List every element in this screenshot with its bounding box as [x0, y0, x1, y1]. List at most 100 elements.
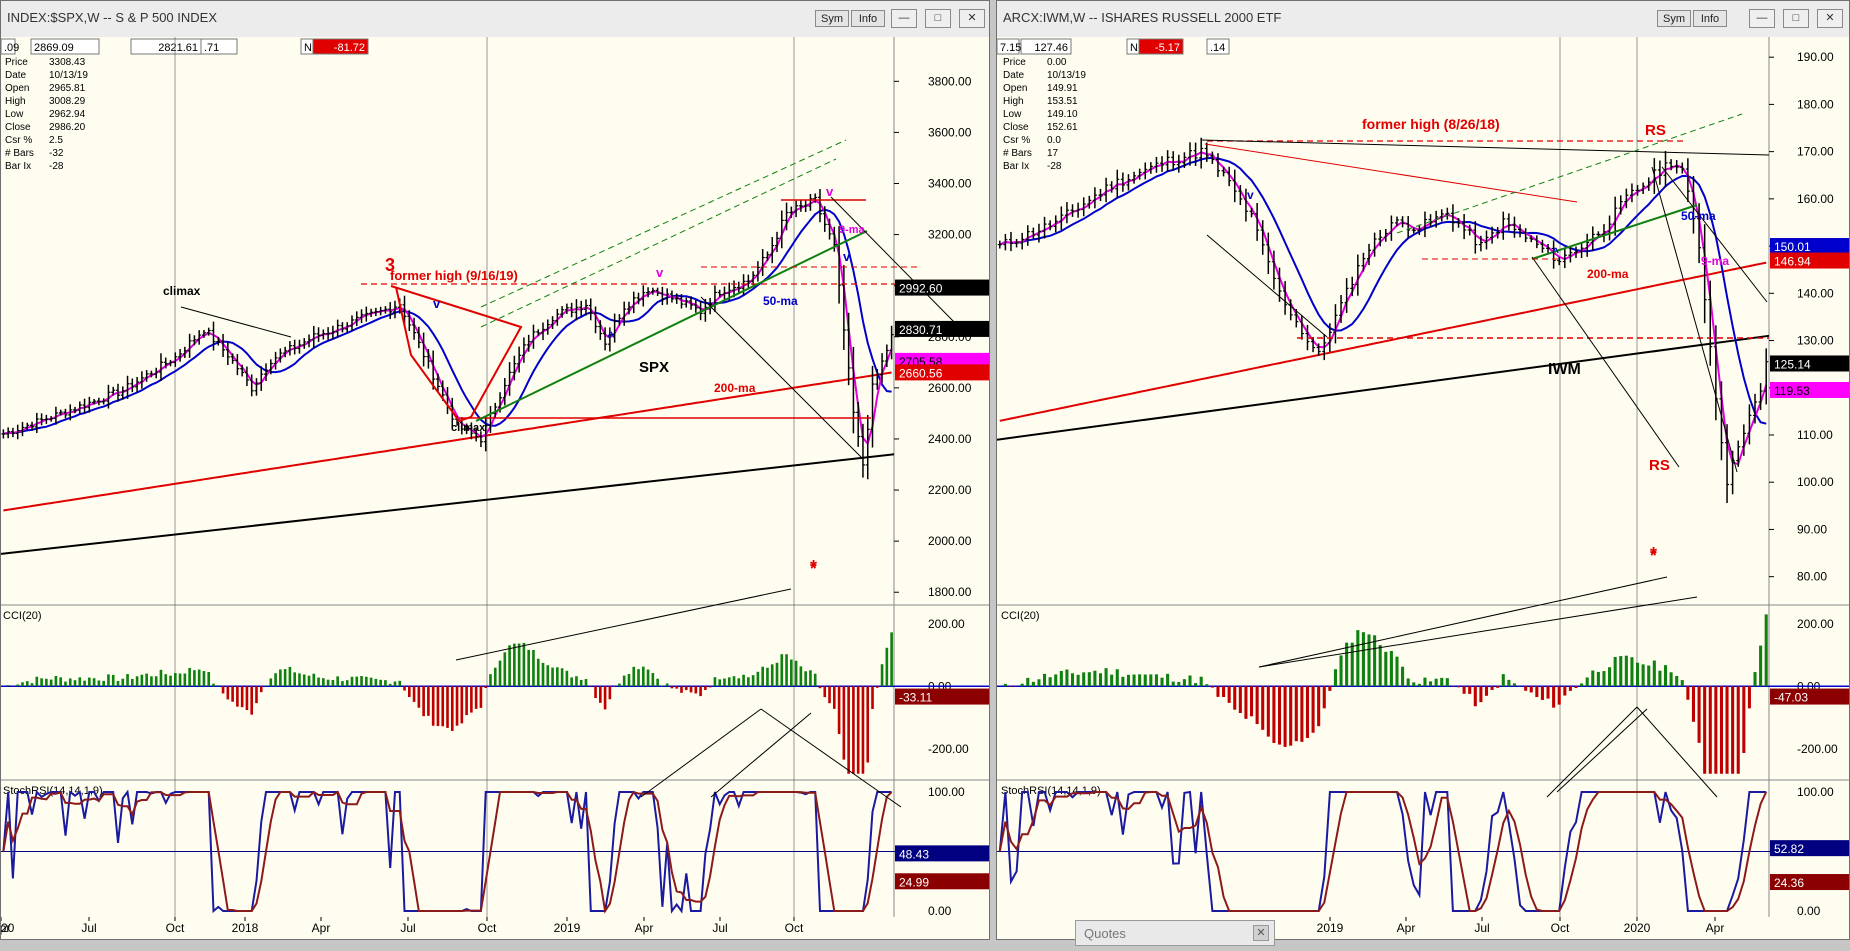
spx-x-tick-label: 2018	[232, 921, 259, 935]
spx-chart-canvas[interactable]: .09 2869.09 2821.61 .71 N -81.72 Price 3308.43 D…	[1, 37, 990, 940]
spx-info-value: -28	[49, 161, 64, 172]
spx-green-channel-upper	[480, 158, 837, 328]
spx-annotation-9: ^	[607, 329, 615, 344]
iwm-header-field: 7.15	[1000, 42, 1021, 54]
iwm-y-tick-label: 170.00	[1797, 145, 1834, 159]
iwm-stochrsi-value-box	[1770, 840, 1849, 857]
spx-y-tick-label: 2000.00	[928, 534, 972, 548]
iwm-cci-divergence-line	[1258, 596, 1698, 668]
spx-annotation-11: v	[826, 184, 834, 199]
spx-price-label: 2830.71	[899, 323, 943, 337]
spx-info-value: 2986.20	[49, 122, 86, 133]
spx-black-channel-line2	[830, 196, 960, 328]
spx-minimize-icon[interactable]: —	[891, 9, 917, 28]
iwm-y-tick-label: 160.00	[1797, 192, 1834, 206]
spx-price-label: 2660.56	[899, 366, 943, 380]
iwm-price-label: 146.94	[1774, 255, 1811, 269]
spx-info-label: Low	[5, 109, 24, 120]
iwm-maximize-icon[interactable]: □	[1783, 9, 1809, 28]
spx-info-value: 2965.81	[49, 83, 86, 94]
iwm-price-label: 150.01	[1774, 240, 1811, 254]
spx-close-icon[interactable]: ✕	[959, 9, 985, 28]
iwm-chart-window[interactable]: ARCX:IWM,W -- ISHARES RUSSELL 2000 ETF S…	[996, 0, 1850, 940]
quotes-close-icon[interactable]: ✕	[1253, 925, 1269, 941]
spx-info-label: High	[5, 96, 26, 107]
spx-info-label: Price	[5, 57, 28, 68]
iwm-chart-canvas[interactable]: 7.15 127.46 N -5.17 .14 Price 0.00 Date 10/13/19…	[997, 37, 1850, 940]
spx-black-channel-line	[180, 306, 292, 338]
spx-info-button[interactable]: Info	[851, 10, 885, 27]
iwm-cci-value: -47.03	[1774, 691, 1808, 705]
iwm-info-label: Date	[1003, 70, 1025, 81]
spx-y-tick-label: 3200.00	[928, 228, 972, 242]
iwm-y-tick-label: 90.00	[1797, 522, 1827, 536]
spx-ma200-line	[3, 371, 892, 512]
quotes-tab[interactable]: Quotes ✕	[1075, 920, 1275, 946]
spx-header-field-box	[30, 38, 100, 55]
iwm-ma9-line	[999, 151, 1768, 466]
spx-price-label-box	[895, 320, 989, 337]
iwm-header-field-box	[997, 38, 1020, 55]
iwm-info-label: # Bars	[1003, 148, 1032, 159]
iwm-info-value: 149.91	[1047, 83, 1078, 94]
iwm-title-bar: ARCX:IWM,W -- ISHARES RUSSELL 2000 ETF S…	[997, 1, 1849, 38]
iwm-info-button[interactable]: Info	[1693, 10, 1727, 27]
iwm-minimize-icon[interactable]: —	[1749, 9, 1775, 28]
spx-stochrsi-signal-line	[2, 790, 893, 914]
spx-info-value: 2962.94	[49, 109, 86, 120]
spx-sym-button[interactable]: Sym	[815, 10, 849, 27]
spx-info-value: -32	[49, 148, 64, 159]
iwm-close-icon[interactable]: ✕	[1817, 9, 1843, 28]
spx-y-tick-label: 3600.00	[928, 125, 972, 139]
iwm-x-tick-label: Apr	[1397, 921, 1416, 935]
iwm-header-field: .14	[1210, 42, 1225, 54]
spx-chart-window[interactable]: INDEX:$SPX,W -- S & P 500 INDEX Sym Info…	[0, 0, 990, 940]
iwm-window-title: ARCX:IWM,W -- ISHARES RUSSELL 2000 ETF	[1003, 10, 1282, 25]
iwm-info-value: 153.51	[1047, 96, 1078, 107]
iwm-annotation-3: IWM	[1548, 361, 1581, 378]
spx-annotation-6: 200-ma	[714, 381, 756, 395]
spx-plot-background	[1, 37, 989, 939]
iwm-black-decline-line2	[1531, 256, 1680, 468]
iwm-green-channel-dashed	[1396, 113, 1743, 234]
iwm-header-field-box	[1138, 38, 1184, 55]
iwm-y-tick-label: 190.00	[1797, 50, 1834, 64]
spx-annotation-8: v	[433, 296, 441, 311]
iwm-cci-value-box	[1770, 688, 1849, 705]
spx-y-tick-label: 3800.00	[928, 74, 972, 88]
iwm-black-channel-right	[1661, 166, 1768, 303]
iwm-stochrsi-trendline	[1636, 706, 1718, 798]
spx-maximize-icon[interactable]: □	[925, 9, 951, 28]
iwm-header-field-box	[1206, 38, 1230, 55]
spx-y-tick-label: 1800.00	[928, 585, 972, 599]
iwm-info-value: 0.00	[1047, 57, 1067, 68]
iwm-cci-label: CCI(20)	[1001, 610, 1040, 622]
iwm-annotation-0: former high (8/26/18)	[1362, 116, 1500, 132]
spx-x-tick-label: Jul	[81, 921, 96, 935]
spx-climax-red-v	[390, 285, 523, 423]
spx-cci-divergence-line	[455, 588, 792, 661]
iwm-info-label: Open	[1003, 83, 1027, 94]
iwm-sym-button[interactable]: Sym	[1657, 10, 1691, 27]
iwm-price-label-box	[1770, 381, 1849, 398]
spx-stochrsi-trendline	[760, 708, 902, 808]
spx-annotation-3: climax	[451, 422, 486, 434]
spx-annotation-5: 50-ma	[763, 294, 798, 308]
iwm-top-black-line	[1201, 139, 1770, 156]
iwm-price-label-box	[1770, 355, 1849, 372]
iwm-cci-tick-label: -200.00	[1797, 742, 1838, 756]
spx-green-channel-upper2	[480, 139, 847, 308]
spx-annotation-2: former high (9/16/19)	[390, 268, 518, 283]
iwm-annotation-6: 9-ma	[1701, 254, 1729, 268]
spx-header-field-box	[1, 38, 16, 55]
spx-stochrsi-value-box	[895, 845, 989, 862]
spx-info-label: Open	[5, 83, 29, 94]
iwm-stochrsi-value: 52.82	[1774, 842, 1804, 856]
iwm-y-tick-label: 100.00	[1797, 475, 1834, 489]
spx-header-field: .71	[204, 42, 219, 54]
iwm-info-label: High	[1003, 96, 1024, 107]
spx-stochrsi-tick-label: 100.00	[928, 785, 965, 799]
iwm-info-label: Price	[1003, 57, 1026, 68]
iwm-header-field: -5.17	[1155, 42, 1180, 54]
iwm-stochrsi-signal-line	[998, 791, 1768, 912]
